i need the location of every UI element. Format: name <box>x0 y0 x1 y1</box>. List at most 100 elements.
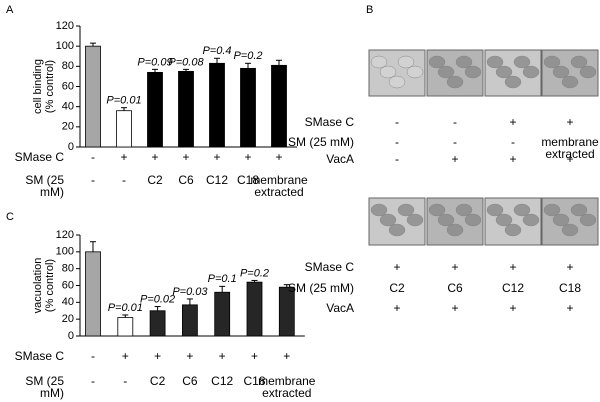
condition-label: C12 <box>501 282 524 295</box>
cell-box: C2 <box>389 282 405 295</box>
cell-shape <box>522 213 540 227</box>
cell-box: + <box>275 151 283 164</box>
y-tick-label: 0 <box>68 141 74 153</box>
y-tick-label: 20 <box>62 313 74 325</box>
condition-label: - <box>395 116 399 129</box>
cell-shape <box>570 203 588 217</box>
condition-label: C2 <box>389 282 405 295</box>
bar <box>178 70 194 148</box>
y-axis-title: cell binding <box>32 59 44 114</box>
cell-box: + <box>509 302 516 314</box>
condition-label: SM (25 mM) <box>288 282 354 295</box>
cell-box: - <box>91 375 95 388</box>
condition-label: C12 <box>205 174 228 187</box>
condition-label: + <box>121 350 129 363</box>
cell-box: C2 <box>149 375 166 388</box>
p-value-label: P=0.08 <box>168 56 204 68</box>
condition-label: + <box>244 151 252 164</box>
cell-shape <box>504 75 522 89</box>
cell-box: - <box>122 174 126 186</box>
condition-label: - <box>91 151 95 164</box>
y-axis-title: vacuolation <box>32 258 44 314</box>
condition-label: + <box>120 151 128 164</box>
condition-label: VacA <box>326 153 354 166</box>
condition-label: - <box>511 136 515 149</box>
bar <box>117 317 134 337</box>
bar <box>209 62 225 148</box>
condition-label: + <box>275 151 283 164</box>
condition-label: + <box>509 116 517 129</box>
cell-shape <box>570 55 588 69</box>
cell-shape <box>522 65 540 79</box>
y-axis-subtitle: (% control) <box>44 60 56 113</box>
cell-shape <box>579 65 597 79</box>
cell-shape <box>437 213 455 227</box>
condition-label: SM (25 mM) <box>25 375 64 400</box>
cell-shape <box>495 213 513 227</box>
bar <box>149 310 166 337</box>
cell-shape <box>446 75 464 89</box>
bar <box>85 45 101 148</box>
condition-label: C2 <box>149 375 166 388</box>
y-tick-label: 80 <box>62 60 74 72</box>
bar <box>116 110 132 148</box>
condition-label: + <box>283 350 291 363</box>
cell-shape <box>464 213 482 227</box>
y-tick-label: 40 <box>62 101 74 113</box>
cell-box: - <box>123 375 127 387</box>
y-axis-subtitle: (% control) <box>44 259 56 312</box>
bar <box>246 281 263 337</box>
condition-label: + <box>451 261 459 274</box>
cell-box: + <box>451 302 458 314</box>
cell-box: SMase C <box>305 261 354 273</box>
cell-box: C2 <box>147 174 162 186</box>
condition-label: - <box>91 174 95 187</box>
cell-box: - <box>395 136 399 148</box>
condition-label: + <box>509 261 517 274</box>
cell-shape <box>406 213 424 227</box>
condition-label: + <box>566 261 574 274</box>
cell-box: + <box>283 350 291 363</box>
y-tick-label: 40 <box>62 296 74 308</box>
cell-shape <box>543 203 561 217</box>
cell-shape <box>561 75 579 89</box>
condition-label: + <box>218 350 226 363</box>
cell-shape <box>388 75 406 89</box>
condition-label: C12 <box>211 375 234 388</box>
condition-label: + <box>566 116 574 129</box>
bar <box>147 71 163 148</box>
panel-letter: B <box>366 4 373 16</box>
condition-label: membrane extracted <box>541 136 599 161</box>
p-value-label: P=0.01 <box>108 302 143 314</box>
condition-label: + <box>213 151 221 164</box>
cell-box: membrane extracted <box>250 174 307 198</box>
cell-box: + <box>509 116 517 129</box>
cell-shape <box>428 55 446 69</box>
cell-box: + <box>566 261 574 274</box>
cell-box: + <box>451 153 458 165</box>
cell-shape <box>428 203 446 217</box>
condition-label: + <box>154 350 162 363</box>
cell-shape <box>552 213 570 227</box>
cell-shape <box>504 223 522 237</box>
condition-label: + <box>151 151 159 164</box>
p-value-label: P=0.1 <box>208 273 237 285</box>
condition-label: - <box>91 375 95 388</box>
cell-shape <box>397 55 415 69</box>
cell-box: C18 <box>559 282 581 294</box>
y-tick-label: 100 <box>56 40 74 52</box>
cell-box: - <box>91 151 95 164</box>
cell-box: C18 <box>243 375 265 387</box>
condition-label: + <box>250 350 258 363</box>
cell-shape <box>370 55 388 69</box>
cell-box: - <box>91 350 95 362</box>
cell-box: VacA <box>326 302 354 314</box>
condition-label: C6 <box>178 174 194 187</box>
cell-box: VacA <box>326 153 354 166</box>
cell-shape <box>379 213 397 227</box>
cell-shape <box>552 65 570 79</box>
cell-shape <box>397 203 415 217</box>
condition-label: membrane extracted <box>258 375 316 400</box>
condition-label: C6 <box>182 375 198 388</box>
